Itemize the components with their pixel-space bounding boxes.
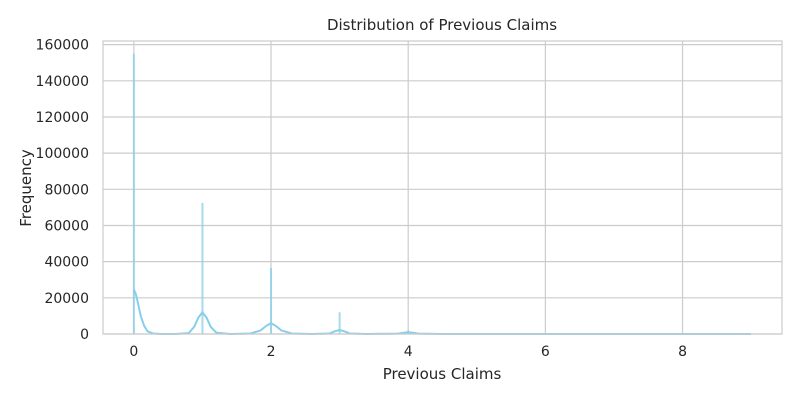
x-tick-label: 8: [678, 344, 687, 360]
y-tick-label: 160000: [36, 38, 89, 54]
y-tick-label: 60000: [44, 218, 89, 234]
y-tick-label: 120000: [36, 110, 89, 126]
bars: [132, 53, 753, 334]
x-tick-label: 6: [541, 344, 550, 360]
y-tick-labels: 0 20000 40000 60000 80000 100000 120000 140000 1…: [36, 38, 89, 343]
y-tick-label: 40000: [44, 255, 89, 271]
x-tick-label: 4: [404, 344, 413, 360]
histogram-bar: [132, 53, 135, 334]
chart-title: Distribution of Previous Claims: [327, 16, 557, 34]
x-tick-labels: 0 2 4 6 8: [129, 344, 687, 360]
histogram-bar: [270, 267, 273, 334]
y-axis-title: Frequency: [17, 149, 35, 227]
y-tick-label: 80000: [44, 182, 89, 198]
y-tick-label: 100000: [36, 146, 89, 162]
histogram-bar: [201, 202, 204, 334]
x-tick-label: 2: [267, 344, 276, 360]
kde-line: [132, 289, 752, 336]
x-tick-label: 0: [129, 344, 138, 360]
y-tick-label: 0: [80, 327, 89, 343]
grid: [103, 41, 782, 335]
x-axis-title: Previous Claims: [383, 365, 502, 383]
y-tick-label: 20000: [44, 291, 89, 307]
plot-frame: [102, 40, 783, 335]
y-tick-label: 140000: [36, 74, 89, 90]
histogram-bar: [338, 312, 341, 334]
